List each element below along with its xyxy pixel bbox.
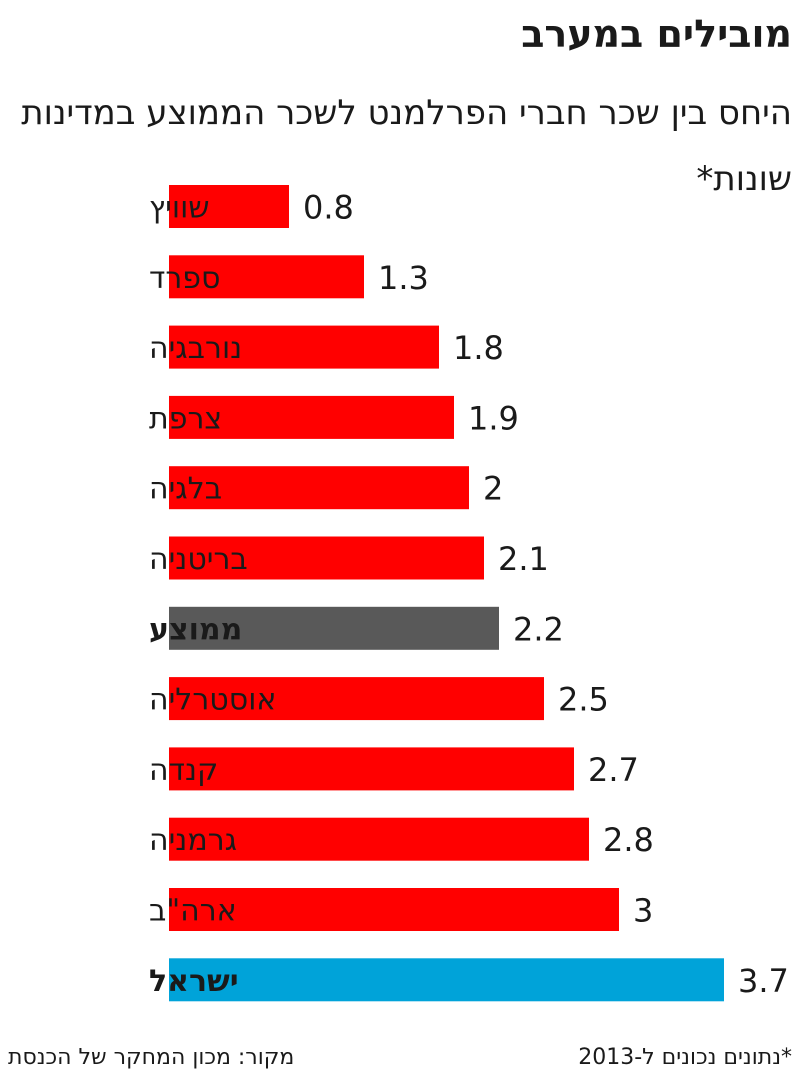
bar-7 xyxy=(169,677,544,721)
value-label-2: 1.8 xyxy=(453,329,504,367)
bar-9 xyxy=(169,817,589,861)
bar-8 xyxy=(169,747,574,791)
chart-title: מובילים במערב xyxy=(521,12,792,56)
value-label-6: 2.2 xyxy=(513,610,564,648)
category-label-2: נורבגיה xyxy=(149,331,242,366)
category-label-7: אוסטרליה xyxy=(149,683,276,718)
category-label-6: ממוצע xyxy=(149,612,242,647)
category-label-10: ארה"ב xyxy=(149,894,237,929)
category-label-5: בריטניה xyxy=(149,542,248,577)
bar-4 xyxy=(169,466,469,510)
bar-6 xyxy=(169,606,499,650)
bar-10 xyxy=(169,888,619,931)
bar-0 xyxy=(169,185,289,228)
chart-subtitle: היחס בין שכר חברי הפרלמנט לשכר הממוצע במ… xyxy=(21,93,792,199)
value-label-3: 1.9 xyxy=(468,399,519,437)
source-note: מקור: מכון המחקר של הכנסת xyxy=(8,1045,295,1070)
value-label-5: 2.1 xyxy=(498,540,549,578)
value-label-10: 3 xyxy=(633,892,653,930)
footnote: *נתונים נכונים ל-2013 xyxy=(578,1045,792,1070)
category-label-3: צרפת xyxy=(149,401,222,436)
bar-5 xyxy=(169,536,484,580)
bar-11 xyxy=(169,958,724,1002)
bar-3 xyxy=(169,395,454,439)
value-label-0: 0.8 xyxy=(303,189,354,227)
category-label-4: בלגיה xyxy=(149,472,222,507)
value-label-11: 3.7 xyxy=(738,962,789,1000)
value-label-4: 2 xyxy=(483,470,503,508)
value-label-9: 2.8 xyxy=(603,821,654,859)
bar-2 xyxy=(169,325,439,369)
category-label-8: קנדה xyxy=(149,753,218,788)
value-label-1: 1.3 xyxy=(378,259,429,297)
category-label-0: שוויץ xyxy=(149,191,210,226)
bar-1 xyxy=(169,255,364,299)
value-label-8: 2.7 xyxy=(588,751,639,789)
category-label-1: ספרד xyxy=(149,261,221,296)
value-label-7: 2.5 xyxy=(558,681,609,719)
category-label-11: ישראל xyxy=(149,964,239,999)
category-label-9: גרמניה xyxy=(149,823,237,858)
